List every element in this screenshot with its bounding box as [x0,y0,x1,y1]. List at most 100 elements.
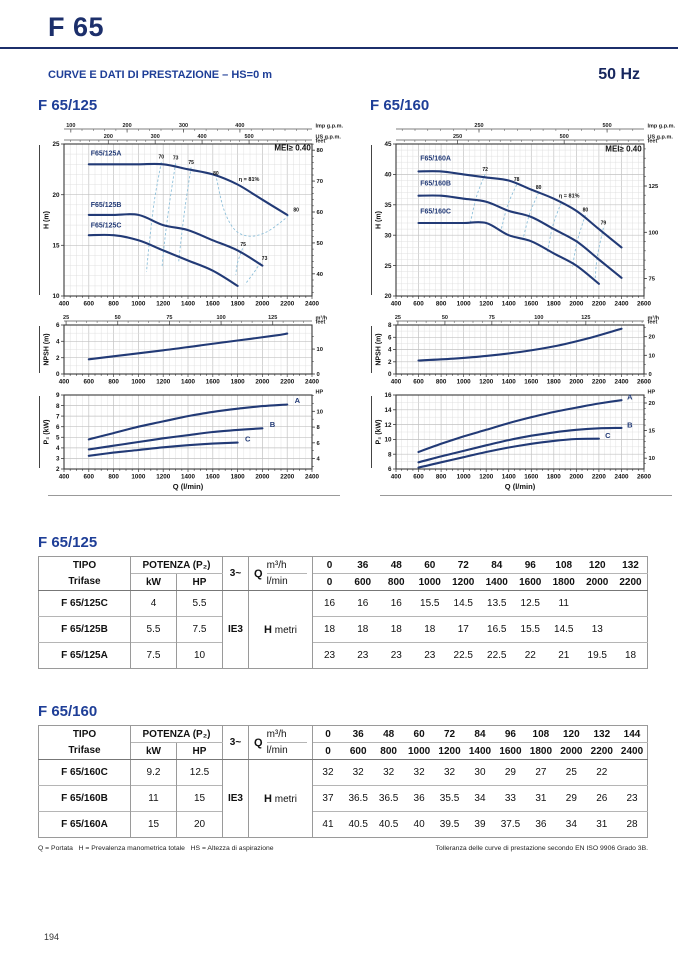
svg-text:1200: 1200 [479,474,494,481]
flow-lmin-cell: 1200 [446,573,480,591]
svg-text:B: B [270,420,276,429]
svg-text:0: 0 [649,372,652,378]
svg-text:15: 15 [52,243,60,250]
svg-text:800: 800 [436,474,447,481]
page-title: F 65 [48,12,105,42]
h-value-cell: 22.5 [446,642,480,669]
svg-text:2600: 2600 [637,301,652,308]
svg-text:14: 14 [384,407,392,414]
h-value-cell: 23 [312,642,346,669]
pump-model-cell: F 65/125C [38,590,131,617]
svg-text:1000: 1000 [131,301,146,308]
svg-text:C: C [245,435,251,444]
svg-text:400: 400 [391,379,402,386]
hp-cell: 10 [176,642,223,669]
svg-text:4: 4 [388,347,392,354]
svg-text:800: 800 [436,379,447,386]
pump-model-cell: F 65/160B [38,785,131,812]
svg-text:4: 4 [56,445,60,452]
svg-text:45: 45 [384,141,392,148]
svg-text:30: 30 [384,232,392,239]
svg-text:35: 35 [384,202,392,209]
svg-text:2400: 2400 [614,379,629,386]
flow-lmin-cell: 0 [312,573,346,591]
kw-cell: 7.5 [130,642,177,669]
flow-m3h-cell: 144 [617,725,648,743]
flow-lmin-cell: 1000 [413,573,447,591]
svg-text:NPSH (m): NPSH (m) [376,333,383,365]
motor-class-cell: IE3 [222,759,249,838]
q-symbol: Q [254,736,263,749]
svg-text:73: 73 [173,156,179,162]
svg-text:100: 100 [649,230,659,236]
header-tipo: TIPO [38,725,131,743]
hp-cell: 20 [176,811,223,838]
svg-text:10: 10 [649,456,655,462]
svg-text:2200: 2200 [280,379,295,386]
svg-text:200: 200 [123,123,132,129]
svg-text:10: 10 [384,437,392,444]
svg-text:C: C [605,431,611,440]
chart-underline [48,495,340,496]
h-value-cell: 32 [383,767,395,778]
svg-text:3: 3 [56,456,60,463]
svg-text:400: 400 [59,474,70,481]
svg-text:6: 6 [388,334,392,341]
flow-m3h-cell: 48 [379,556,413,574]
svg-text:80: 80 [213,171,219,177]
svg-text:2000: 2000 [569,379,584,386]
h-value-cell [614,616,648,643]
svg-text:10: 10 [317,409,323,415]
svg-text:feet: feet [648,320,658,326]
kw-cell: 11 [130,785,177,812]
header-tipo: TIPO [38,556,131,574]
flow-lmin-cell: 600 [346,573,380,591]
svg-text:100: 100 [66,123,75,129]
svg-text:8: 8 [317,425,321,431]
svg-text:η = 81%: η = 81% [239,177,260,183]
svg-text:800: 800 [108,379,119,386]
svg-text:75: 75 [240,242,246,248]
page-number: 194 [44,932,60,942]
table-title: F 65/160 [38,703,98,720]
kw-cell: 5.5 [130,616,177,643]
flow-m3h-cell: 120 [556,725,587,743]
flow-lmin-cell: 2200 [586,742,618,760]
h-value-cell: 36.5 [373,785,404,812]
svg-text:2200: 2200 [592,379,607,386]
h-value-cell: 14.5 [453,598,473,609]
h-value-cell: 39.5 [434,811,465,838]
svg-text:2400: 2400 [305,474,320,481]
svg-text:0: 0 [56,371,60,378]
svg-text:50: 50 [115,315,121,321]
unit-m3h: m³/h [266,727,307,743]
h-value-cell: 16 [390,598,402,609]
flow-lmin-cell: 1400 [480,573,514,591]
h-value-cell: 14.5 [547,616,581,643]
svg-text:6: 6 [317,441,321,447]
svg-text:40: 40 [384,172,392,179]
svg-text:US g.p.m.: US g.p.m. [648,135,674,141]
flow-lmin-cell: 1400 [464,742,496,760]
svg-text:400: 400 [59,379,70,386]
svg-text:600: 600 [84,474,95,481]
flow-lmin-cell: 2000 [580,573,614,591]
svg-text:2000: 2000 [255,301,270,308]
table-row: F 65/125A 7.5 10 23 23 23 23 22.5 22.5 22 21 19.5 18 [38,642,648,669]
chart-group-title: F 65/125 [38,97,98,114]
h-value-cell: 28 [617,811,648,838]
svg-text:20: 20 [384,293,392,300]
hp-cell: 7.5 [176,616,223,643]
svg-text:100: 100 [534,315,543,321]
chart-group-title: F 65/160 [370,97,430,114]
chart-group-f65-125: F 65/125 10 15 20 25 400 600 800 1000 1200 1400 16… [36,97,344,496]
h-metri-cell: H metri [248,759,313,838]
h-value-cell: 12.5 [520,598,540,609]
svg-text:1400: 1400 [181,301,196,308]
svg-text:A: A [627,392,633,401]
